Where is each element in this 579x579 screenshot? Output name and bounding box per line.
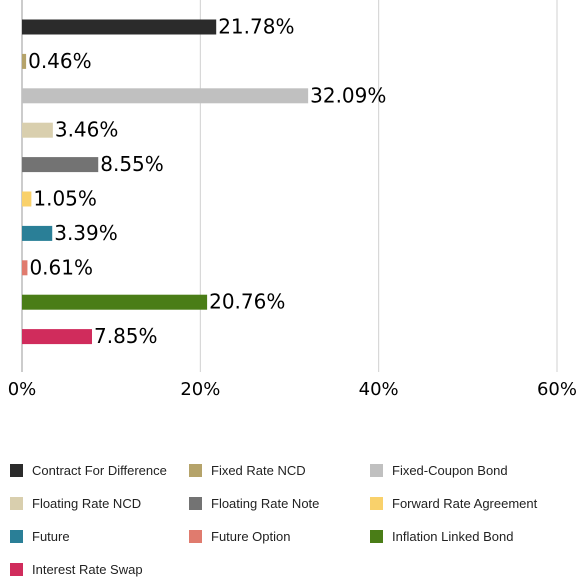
bar — [22, 191, 32, 207]
legend-item: Fixed-Coupon Bond — [370, 463, 508, 478]
legend-swatch — [189, 464, 202, 477]
bar — [22, 157, 99, 173]
legend-label: Forward Rate Agreement — [392, 496, 538, 511]
legend-swatch — [370, 497, 383, 510]
legend-label: Fixed Rate NCD — [211, 463, 306, 478]
legend-item: Contract For Difference — [10, 463, 167, 478]
bar — [22, 19, 217, 35]
legend-swatch — [189, 497, 202, 510]
legend-label: Floating Rate Note — [211, 496, 320, 511]
value-label: 1.05% — [33, 187, 97, 211]
legend-swatch — [370, 464, 383, 477]
x-tick-label: 60% — [537, 379, 577, 400]
bar — [22, 260, 28, 276]
legend-label: Fixed-Coupon Bond — [392, 463, 508, 478]
legend-swatch — [10, 497, 23, 510]
legend-label: Floating Rate NCD — [32, 496, 142, 511]
legend-item: Interest Rate Swap — [10, 562, 143, 577]
value-label: 32.09% — [310, 83, 386, 107]
value-label: 0.61% — [29, 255, 93, 279]
value-label: 3.46% — [55, 118, 119, 142]
legend-item: Inflation Linked Bond — [370, 529, 513, 544]
legend-swatch — [10, 530, 23, 543]
legend-label: Contract For Difference — [32, 463, 167, 478]
legend-item: Future — [10, 529, 70, 544]
chart: 0% 20% 40% 60% 21.78% 0.46% 32.09% 3.46% 8.55%1.… — [8, 0, 577, 400]
value-label: 0.46% — [28, 49, 92, 73]
bar — [22, 225, 53, 241]
bar — [22, 122, 53, 138]
legend-swatch — [10, 563, 23, 576]
x-tick-label: 20% — [180, 379, 220, 400]
value-label: 7.85% — [94, 324, 158, 348]
bar — [22, 329, 92, 345]
value-label: 8.55% — [100, 152, 164, 176]
x-tick-label: 40% — [359, 379, 399, 400]
legend-item: Forward Rate Agreement — [370, 496, 537, 511]
legend-label: Inflation Linked Bond — [392, 529, 514, 544]
legend-item: Floating Rate Note — [189, 496, 319, 511]
value-label: 3.39% — [54, 221, 118, 245]
bar — [22, 53, 27, 69]
legend-label: Future — [32, 529, 70, 544]
bar — [22, 88, 309, 104]
legend-swatch — [10, 464, 23, 477]
x-tick-label: 0% — [8, 379, 37, 400]
legend-label: Interest Rate Swap — [32, 562, 143, 577]
legend-label: Future Option — [211, 529, 291, 544]
legend-swatch — [370, 530, 383, 543]
legend-item: Future Option — [189, 529, 291, 544]
legend-item: Floating Rate NCD — [10, 496, 141, 511]
legend-swatch — [189, 530, 202, 543]
bar — [22, 294, 208, 310]
legend-item: Fixed Rate NCD — [189, 463, 306, 478]
value-label: 21.78% — [218, 15, 294, 39]
value-label: 20.76% — [209, 290, 285, 314]
